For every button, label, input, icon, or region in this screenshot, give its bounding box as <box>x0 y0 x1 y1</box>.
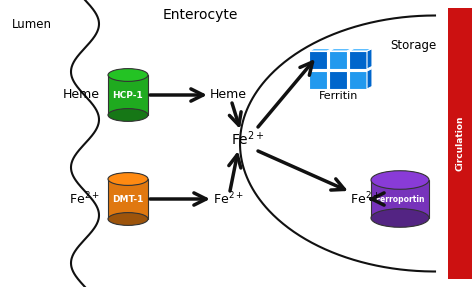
Bar <box>349 51 367 69</box>
Text: Storage: Storage <box>390 38 436 51</box>
Ellipse shape <box>371 171 429 189</box>
Text: Ferritin: Ferritin <box>319 91 359 101</box>
Bar <box>349 71 367 89</box>
Polygon shape <box>367 49 372 69</box>
Polygon shape <box>329 49 352 51</box>
Ellipse shape <box>108 108 148 121</box>
Text: Heme: Heme <box>210 88 247 102</box>
Bar <box>108 75 148 115</box>
Text: Lumen: Lumen <box>12 18 52 31</box>
Text: Fe$^{2+}$: Fe$^{2+}$ <box>213 191 244 207</box>
Text: Ferroportin: Ferroportin <box>375 195 425 203</box>
Text: Fe$^{2+}$: Fe$^{2+}$ <box>350 191 381 207</box>
Polygon shape <box>309 49 332 51</box>
Polygon shape <box>349 49 372 51</box>
Text: DMT-1: DMT-1 <box>112 195 144 203</box>
Text: Enterocyte: Enterocyte <box>162 8 237 22</box>
Bar <box>309 71 327 89</box>
Bar <box>108 179 148 219</box>
Bar <box>309 51 327 69</box>
Text: HCP-1: HCP-1 <box>113 90 143 100</box>
Bar <box>371 180 429 218</box>
Ellipse shape <box>108 69 148 82</box>
Text: Fe$^{2+}$: Fe$^{2+}$ <box>231 130 265 148</box>
Ellipse shape <box>108 213 148 225</box>
Ellipse shape <box>108 172 148 185</box>
Text: Circulation: Circulation <box>456 116 465 171</box>
Text: Fe$^{2+}$: Fe$^{2+}$ <box>69 191 100 207</box>
Bar <box>329 51 347 69</box>
Text: Heme: Heme <box>63 88 100 102</box>
Bar <box>329 71 347 89</box>
Ellipse shape <box>371 209 429 227</box>
Polygon shape <box>367 69 372 89</box>
Bar <box>448 8 472 279</box>
